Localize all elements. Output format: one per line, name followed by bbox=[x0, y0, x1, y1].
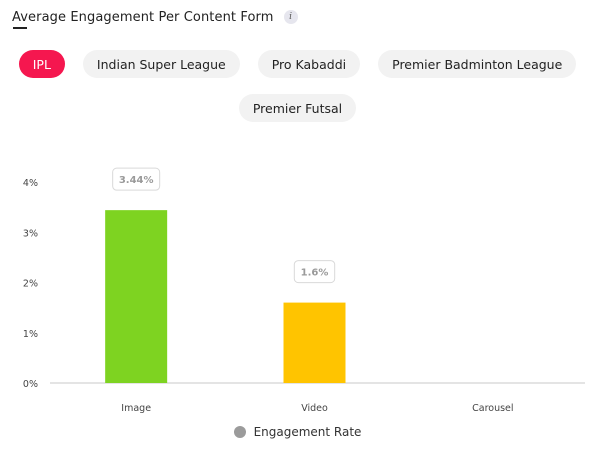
tab-pro-kabaddi[interactable]: Pro Kabaddi bbox=[257, 50, 361, 78]
y-tick-label: 2% bbox=[23, 279, 38, 290]
bar-chart: 0% 1% 2% 3% 4% 3.44% Image 1.6% Video Carousel bbox=[23, 167, 585, 414]
x-tick-label: Video bbox=[301, 403, 328, 414]
y-tick-label: 4% bbox=[23, 178, 38, 189]
tab-row-2: Premier Futsal bbox=[0, 94, 595, 122]
chart-legend[interactable]: Engagement Rate bbox=[0, 425, 595, 439]
y-tick-label: 0% bbox=[23, 379, 38, 390]
data-label: 1.6% bbox=[301, 268, 329, 279]
data-label-box bbox=[112, 167, 161, 191]
data-label-box bbox=[293, 260, 336, 284]
x-tick-label: Image bbox=[121, 403, 151, 414]
tab-premier-futsal[interactable]: Premier Futsal bbox=[238, 94, 357, 122]
x-tick-label: Carousel bbox=[472, 403, 513, 414]
data-label: 3.44% bbox=[119, 175, 154, 186]
y-tick-label: 3% bbox=[23, 228, 38, 239]
league-tabs: IPL Indian Super League Pro Kabaddi Prem… bbox=[0, 50, 595, 138]
title-underline bbox=[13, 27, 27, 29]
tab-premier-badminton-league[interactable]: Premier Badminton League bbox=[378, 50, 577, 78]
chart-title: Average Engagement Per Content Form bbox=[12, 9, 274, 25]
y-tick-label: 1% bbox=[23, 329, 38, 340]
legend-label: Engagement Rate bbox=[253, 425, 362, 439]
bar-video bbox=[283, 302, 346, 383]
bar-image bbox=[105, 210, 168, 383]
chart-header: Average Engagement Per Content Form i bbox=[12, 6, 298, 28]
info-icon[interactable]: i bbox=[283, 10, 298, 24]
legend-dot bbox=[233, 426, 246, 438]
tab-indian-super-league[interactable]: Indian Super League bbox=[82, 50, 240, 78]
tab-row-1: IPL Indian Super League Pro Kabaddi Prem… bbox=[0, 50, 595, 78]
tab-ipl[interactable]: IPL bbox=[18, 50, 65, 78]
